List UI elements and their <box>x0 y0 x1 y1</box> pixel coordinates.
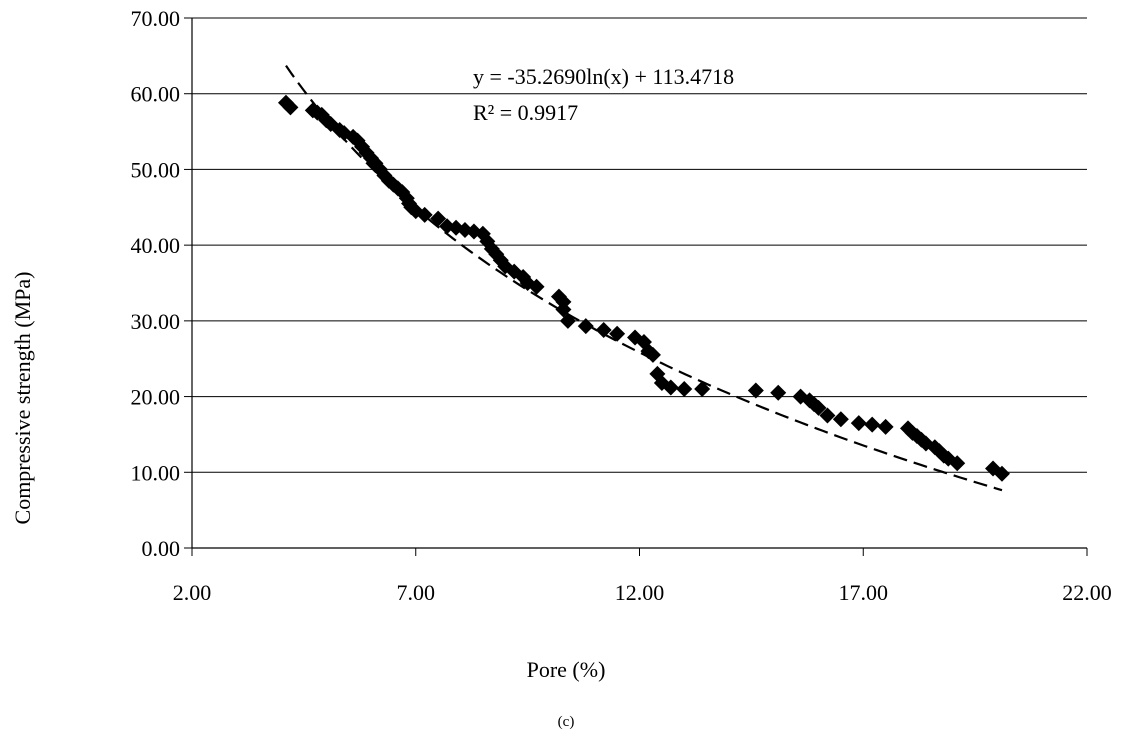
data-points <box>277 94 1010 482</box>
data-point <box>819 407 836 424</box>
y-tick-label: 10.00 <box>131 460 181 485</box>
x-tick-label: 7.00 <box>397 580 436 605</box>
data-point <box>877 418 894 435</box>
data-point <box>694 381 711 397</box>
trendline-equation: y = -35.2690ln(x) + 113.4718 <box>473 64 734 89</box>
gridlines <box>192 17 1087 473</box>
y-axis-title: Compressive strength (MPa) <box>10 272 35 525</box>
data-point <box>747 382 764 399</box>
data-point <box>430 210 447 227</box>
data-point <box>416 206 433 223</box>
y-tick-label: 0.00 <box>142 536 181 561</box>
data-point <box>832 411 849 428</box>
data-point <box>850 415 867 432</box>
y-tick-label: 40.00 <box>131 233 181 258</box>
data-point <box>993 465 1010 482</box>
r-squared-label: R² = 0.9917 <box>473 100 578 125</box>
data-point <box>770 384 787 401</box>
data-point <box>282 99 299 116</box>
axes <box>184 17 1088 556</box>
data-point <box>864 416 881 433</box>
y-tick-labels: 0.00 10.00 20.00 30.00 40.00 50.00 60.00 70.00 <box>131 6 181 561</box>
data-point <box>577 318 594 335</box>
y-tick-label: 60.00 <box>131 82 181 107</box>
data-point <box>609 325 626 342</box>
trendline <box>285 64 1003 492</box>
data-point <box>644 346 661 363</box>
trendline-path <box>285 64 1003 492</box>
y-tick-label: 50.00 <box>131 157 181 182</box>
x-tick-label: 22.00 <box>1062 580 1112 605</box>
data-point <box>559 312 576 329</box>
y-tick-label: 30.00 <box>131 309 181 334</box>
y-tick-label: 70.00 <box>131 6 181 31</box>
x-tick-label: 12.00 <box>615 580 665 605</box>
figure-caption: (c) <box>558 714 575 730</box>
x-tick-label: 17.00 <box>839 580 889 605</box>
data-point <box>676 381 693 397</box>
data-point <box>949 455 966 472</box>
data-point <box>810 399 827 416</box>
data-point <box>662 379 679 396</box>
y-tick-label: 20.00 <box>131 385 181 410</box>
x-tick-label: 2.00 <box>173 580 212 605</box>
x-tick-labels: 2.00 7.00 12.00 17.00 22.00 <box>173 580 1112 605</box>
x-axis-title: Pore (%) <box>527 657 606 682</box>
data-point <box>528 278 545 295</box>
data-point <box>595 321 612 338</box>
